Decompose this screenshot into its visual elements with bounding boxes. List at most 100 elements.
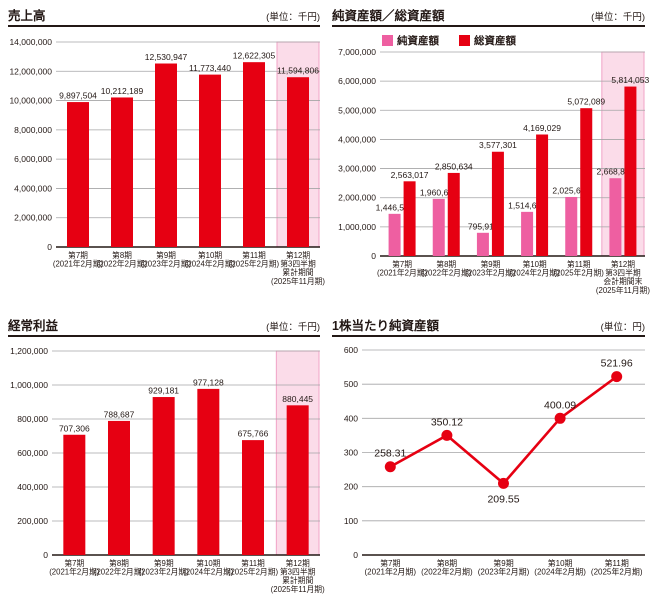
y-tick-label: 100 (344, 516, 358, 526)
y-tick-label: 12,000,000 (9, 66, 52, 76)
y-tick-label: 6,000,000 (338, 76, 376, 86)
総資産額-bar-4 (580, 108, 593, 256)
net-total-assets-chart-unit-label: (単位：千円) (591, 11, 645, 23)
x-tick-label: 第10期(2024年2月期) (509, 259, 560, 278)
value-label: 2,025,658 (552, 185, 590, 195)
ordinary-income-chart-plot: 0 200,000 400,000 600,000 800,000 1,000,000 1,… (8, 342, 325, 608)
y-tick-label: 2,000,000 (14, 213, 52, 223)
x-tick-label: 第12期第3四半期累計期間(2025年11月期) (271, 558, 325, 594)
総資産額-bar-1 (447, 172, 460, 256)
line-series (389, 375, 618, 486)
x-tick-label: 第10期(2024年2月期) (185, 250, 236, 269)
x-tick-label: 第10期(2024年2月期) (183, 558, 234, 577)
x-tick-label: 第8期(2022年2月期) (421, 558, 473, 577)
y-tick-label: 0 (47, 242, 52, 252)
x-tick-label: 第8期(2022年2月期) (97, 250, 148, 269)
value-label: 521.96 (601, 358, 633, 370)
value-label: 258.31 (374, 448, 406, 460)
value-label: 400.09 (544, 399, 576, 411)
x-tick-label: 第11期(2025年2月期) (591, 558, 643, 577)
ordinary-income-chart-unit-label: (単位：千円) (266, 321, 320, 333)
総資産額-bar-5 (624, 86, 637, 256)
純資産額-bar-0 (388, 213, 401, 256)
bar-3 (199, 74, 221, 247)
総資産額-bar-2 (491, 151, 504, 256)
data-point-2 (498, 477, 509, 489)
ordinary-income-chart-title: 経常利益 (8, 318, 59, 333)
data-point-4 (611, 371, 623, 383)
legend-label-total-assets: 総資産額 (474, 35, 516, 47)
legend-item-net-assets: 純資産額 (382, 33, 439, 48)
sales-svg: 0 2,000,000 4,000,000 6,000,000 8,000,000 10,… (9, 37, 325, 286)
純資産額-bar-3 (521, 211, 534, 256)
y-tick-label: 4,000,000 (338, 134, 376, 144)
x-tick-label: 第7期(2021年2月期) (53, 250, 104, 269)
value-label: 1,514,602 (508, 200, 546, 210)
x-tick-label: 第8期(2022年2月期) (94, 558, 145, 577)
y-tick-label: 500 (344, 379, 358, 389)
net-total-assets-legend: 純資産額 総資産額 (382, 33, 516, 48)
ordinary-income-svg: 0 200,000 400,000 600,000 800,000 1,000,000 1,… (10, 346, 325, 594)
value-label: 2,850,634 (435, 161, 473, 171)
net-assets-total-assets-svg: 0 1,000,000 2,000,000 3,000,000 4,000,000 5,0… (338, 47, 650, 295)
value-label: 9,897,504 (59, 91, 97, 101)
純資産額-bar-4 (565, 196, 578, 256)
value-label: 1,960,681 (420, 187, 458, 197)
bar-0 (67, 102, 89, 247)
sales-chart-unit-label: (単位：千円) (266, 11, 320, 23)
value-label: 5,072,089 (567, 97, 605, 107)
value-label: 795,911 (468, 221, 498, 231)
total-assets-swatch (459, 35, 470, 46)
value-label: 2,668,818 (597, 167, 635, 177)
value-label: 788,687 (104, 409, 135, 419)
value-label: 929,181 (148, 386, 179, 396)
net-assets-per-share-svg: 0 100 200 300 400 500 600 258.31 350.12 209.55 400… (344, 345, 645, 577)
value-label: 3,577,301 (479, 140, 517, 150)
y-tick-label: 400 (344, 413, 358, 423)
value-label: 10,212,189 (101, 86, 144, 96)
sales-chart-plot: 0 2,000,000 4,000,000 6,000,000 8,000,000 10,… (8, 32, 325, 304)
y-tick-label: 7,000,000 (338, 47, 376, 57)
bar-5 (286, 405, 309, 555)
y-tick-label: 0 (353, 550, 358, 560)
y-tick-label: 10,000,000 (9, 96, 52, 106)
bar-1 (111, 97, 133, 247)
bar-2 (152, 397, 175, 555)
net-assets-per-share-chart-plot: 0 100 200 300 400 500 600 258.31 350.12 209.55 400… (332, 342, 645, 608)
y-tick-label: 300 (344, 448, 358, 458)
data-point-3 (554, 412, 566, 424)
value-label: 5,814,053 (611, 75, 649, 85)
x-tick-label: 第12期第3四半期累計期間(2025年11月期) (271, 250, 325, 286)
bar-4 (242, 440, 264, 555)
ordinary-income-chart: 経常利益 (単位：千円) 0 200,000 400,000 600,000 800,0… (8, 316, 325, 608)
x-tick-label: 第10期(2024年2月期) (534, 558, 586, 577)
純資産額-bar-5 (609, 178, 622, 256)
value-label: 880,445 (282, 394, 313, 404)
純資産額-bar-1 (432, 198, 445, 256)
y-tick-label: 4,000,000 (14, 183, 52, 193)
y-tick-label: 8,000,000 (14, 125, 52, 135)
bar-4 (243, 62, 265, 247)
y-tick-label: 1,000,000 (10, 380, 48, 390)
net-total-assets-chart: 純資産額／総資産額 (単位：千円) 純資産額 総資産額 0 1,000,000 2,… (332, 6, 650, 304)
highlight-column (601, 51, 645, 257)
net-assets-swatch (382, 35, 393, 46)
x-tick-label: 第9期(2023年2月期) (465, 259, 516, 278)
x-tick-label: 第9期(2023年2月期) (141, 250, 192, 269)
x-tick-label: 第7期(2021年2月期) (365, 558, 417, 577)
x-tick-label: 第12期第3四半期会計期間末(2025年11月期) (596, 259, 650, 295)
bar-5 (287, 77, 309, 248)
x-tick-label: 第11期(2025年2月期) (229, 250, 280, 269)
value-label: 12,530,947 (145, 52, 188, 62)
y-tick-label: 1,000,000 (338, 222, 376, 232)
y-tick-label: 3,000,000 (338, 164, 376, 174)
net-total-assets-chart-plot: 0 1,000,000 2,000,000 3,000,000 4,000,000 5,0… (332, 32, 650, 304)
y-tick-label: 0 (43, 550, 48, 560)
y-tick-label: 200,000 (17, 516, 48, 526)
y-tick-label: 600,000 (17, 448, 48, 458)
net-assets-per-share-chart-title: 1株当たり純資産額 (332, 318, 439, 333)
y-tick-label: 600 (344, 345, 358, 355)
data-point-0 (384, 461, 396, 473)
value-label: 209.55 (487, 493, 519, 505)
value-label: 11,594,806 (277, 66, 319, 76)
